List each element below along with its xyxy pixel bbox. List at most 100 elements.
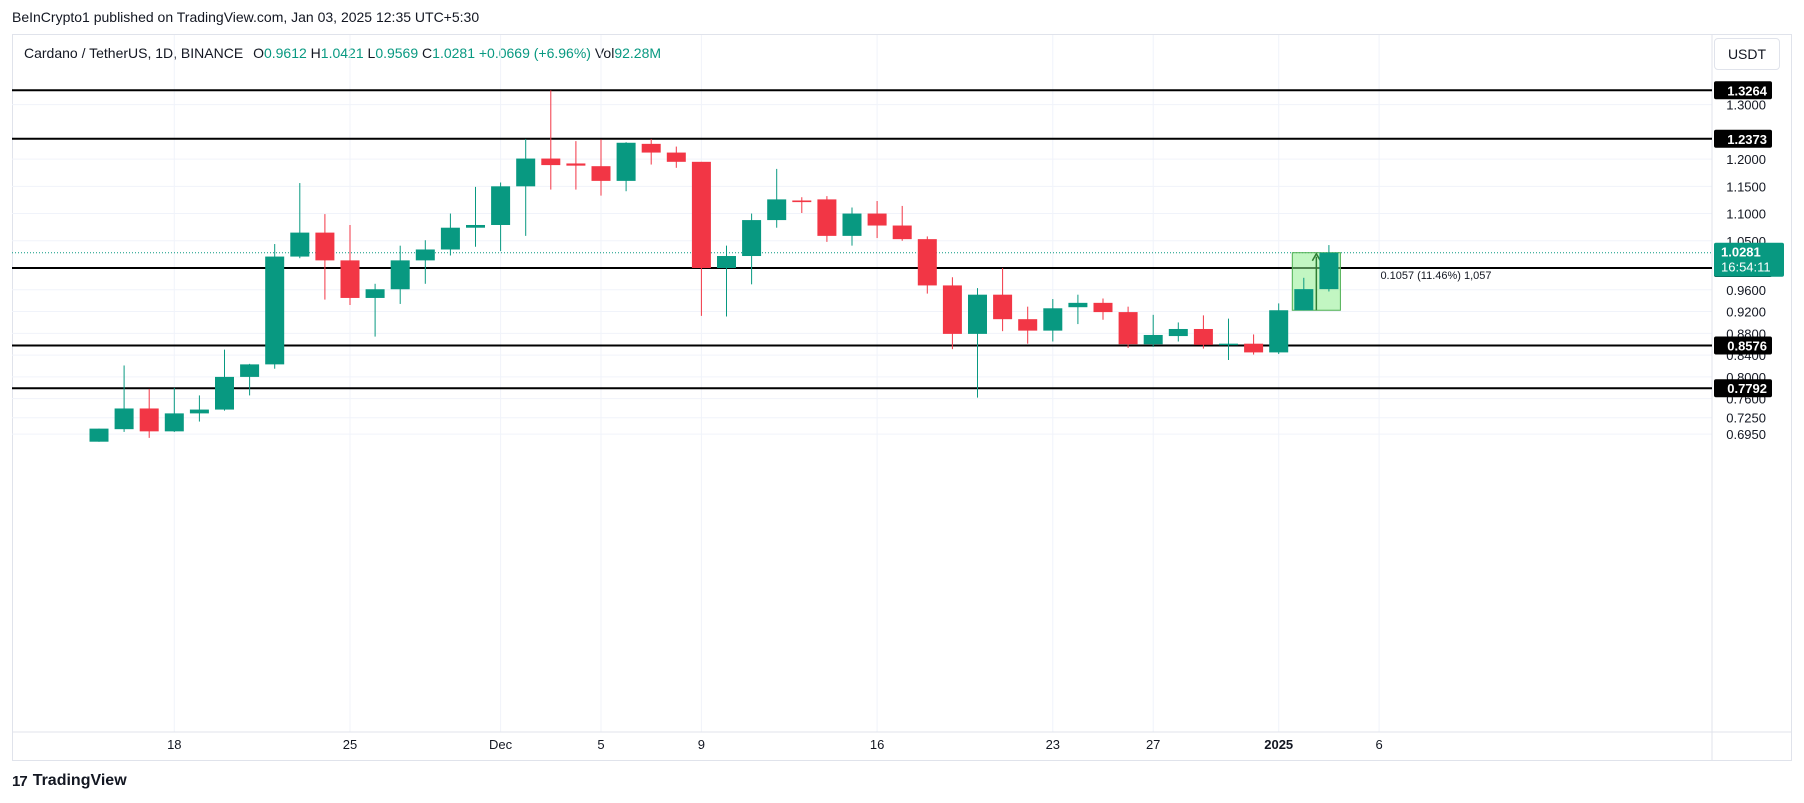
publisher-line: BeInCrypto1 published on TradingView.com… — [12, 9, 480, 25]
high-value: 1.0421 — [320, 45, 364, 61]
candle-body[interactable] — [1219, 343, 1238, 346]
candle-body[interactable] — [516, 158, 536, 187]
candle-body[interactable] — [1118, 312, 1138, 345]
candle-body[interactable] — [566, 163, 586, 166]
candle-body[interactable] — [466, 224, 485, 228]
low-value: 0.9569 — [375, 45, 419, 61]
last-price-badge — [1714, 242, 1784, 277]
candle-body[interactable] — [1244, 343, 1264, 353]
candle-countdown-label: 16:54:11 — [1721, 260, 1771, 275]
open-value: 0.9612 — [263, 45, 307, 61]
candle-body[interactable] — [89, 428, 109, 442]
candle-body[interactable] — [867, 213, 887, 226]
candle-body[interactable] — [591, 166, 611, 181]
tradingview-logo-text: TradingView — [32, 772, 127, 789]
candle-body[interactable] — [917, 239, 937, 286]
y-tick-label: 1.1000 — [1726, 207, 1766, 222]
candle-body[interactable] — [240, 364, 260, 377]
candle-body[interactable] — [666, 152, 686, 162]
volume-label: Vol — [594, 45, 615, 61]
y-tick-label: 0.6950 — [1726, 427, 1766, 442]
candle-body[interactable] — [290, 232, 310, 257]
candle-body[interactable] — [164, 413, 184, 432]
chart-frame — [12, 34, 1792, 761]
candle-body[interactable] — [541, 158, 561, 166]
price-level-badge-label: 1.3264 — [1727, 83, 1768, 98]
candle-body[interactable] — [742, 220, 762, 257]
x-tick-label: Dec — [489, 737, 513, 752]
close-label: C — [422, 45, 433, 61]
x-tick-label: 6 — [1375, 737, 1382, 752]
currency-button[interactable]: USDT — [1714, 38, 1780, 70]
candle-body[interactable] — [968, 294, 987, 334]
price-level-badge — [1714, 336, 1772, 355]
candle-body[interactable] — [1068, 302, 1088, 308]
y-tick-label: 0.7250 — [1726, 411, 1766, 426]
y-tick-label: 0.9600 — [1726, 283, 1766, 298]
candle-body[interactable] — [792, 200, 812, 203]
candle-body[interactable] — [1093, 302, 1113, 313]
candle-body[interactable] — [390, 260, 410, 290]
y-tick-label: 1.1500 — [1726, 179, 1766, 194]
candle-body[interactable] — [616, 142, 636, 181]
price-level-badge — [1714, 379, 1772, 398]
candle-body[interactable] — [1294, 289, 1314, 311]
candle-body[interactable] — [440, 227, 460, 250]
high-label: H — [310, 45, 321, 61]
candle-body[interactable] — [189, 409, 209, 414]
candle-body[interactable] — [139, 408, 159, 432]
measure-label: 0.1057 (11.46%) 1,057 — [1380, 270, 1491, 282]
x-tick-label: 9 — [698, 737, 705, 752]
candle-body[interactable] — [817, 199, 837, 236]
price-level-badge-label: 1.2373 — [1727, 132, 1767, 147]
candle-body[interactable] — [717, 256, 736, 268]
candle-body[interactable] — [415, 249, 435, 261]
y-tick-label: 1.3000 — [1726, 98, 1766, 113]
candle-body[interactable] — [265, 256, 285, 365]
tradingview-logo[interactable]: 17 TradingView — [12, 772, 127, 790]
y-tick-label: 0.9200 — [1726, 305, 1766, 320]
x-tick-label: 27 — [1146, 737, 1160, 752]
price-level-badge — [1714, 129, 1772, 148]
candle-body[interactable] — [842, 213, 862, 236]
candle-body[interactable] — [1143, 334, 1163, 345]
x-tick-label: 23 — [1046, 737, 1060, 752]
change-value: +0.0669 (+6.96%) — [478, 45, 591, 61]
candle-body[interactable] — [340, 260, 360, 298]
candle-body[interactable] — [1193, 328, 1213, 345]
candle-body[interactable] — [114, 408, 134, 430]
price-level-badge-label: 0.7792 — [1727, 381, 1767, 396]
candle-body[interactable] — [691, 161, 711, 268]
ohlc-legend: Cardano / TetherUS, 1D, BINANCE O0.9612 … — [24, 45, 661, 61]
candle-body[interactable] — [215, 376, 234, 410]
close-value: 1.0281 — [432, 45, 475, 61]
candle-body[interactable] — [491, 186, 511, 225]
candle-body[interactable] — [1319, 252, 1339, 290]
price-level-badge-label: 0.8576 — [1727, 339, 1767, 354]
last-price-label: 1.0281 — [1721, 245, 1761, 260]
candle-body[interactable] — [942, 285, 962, 334]
candle-body[interactable] — [767, 199, 787, 221]
x-tick-label: 25 — [343, 737, 357, 752]
x-tick-label: 2025 — [1264, 737, 1293, 752]
candle-body[interactable] — [1168, 328, 1188, 337]
price-level-badge — [1714, 81, 1772, 100]
candle-body[interactable] — [892, 225, 912, 240]
candle-body[interactable] — [993, 294, 1013, 320]
candle-body[interactable] — [1018, 319, 1038, 331]
candle-body[interactable] — [365, 289, 385, 298]
measure-arrow-head-icon — [1311, 252, 1322, 262]
candle-body[interactable] — [641, 143, 661, 153]
x-tick-label: 16 — [870, 737, 884, 752]
open-label: O — [253, 45, 264, 61]
x-tick-label: 5 — [597, 737, 604, 752]
symbol-title[interactable]: Cardano / TetherUS, 1D, BINANCE — [24, 45, 244, 61]
x-tick-label: 18 — [167, 737, 181, 752]
volume-value: 92.28M — [614, 45, 662, 61]
candle-body[interactable] — [315, 232, 335, 261]
candle-body[interactable] — [1269, 310, 1289, 353]
candle-body[interactable] — [1043, 308, 1063, 331]
y-tick-label: 1.2000 — [1726, 152, 1766, 167]
tradingview-logo-mark-icon: 17 — [12, 772, 28, 790]
